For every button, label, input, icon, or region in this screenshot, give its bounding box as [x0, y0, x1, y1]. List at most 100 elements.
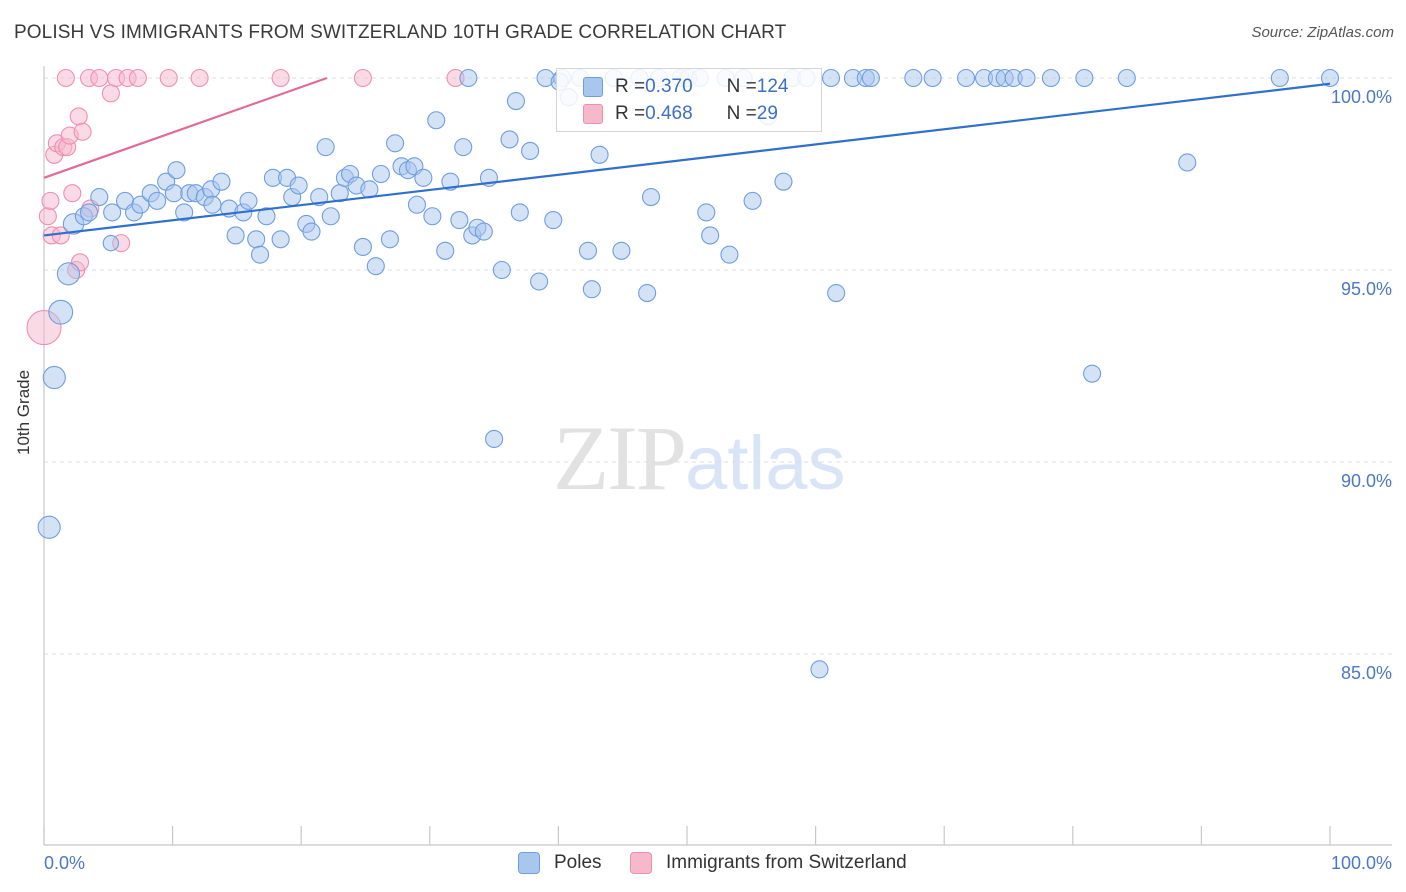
poles-point-106	[904, 68, 923, 88]
poles-point-85	[638, 283, 657, 303]
poles-point-57	[423, 207, 442, 226]
swiss-point-1	[38, 207, 57, 226]
poles-point-51	[386, 134, 405, 153]
poles-point-18	[175, 203, 194, 222]
poles-swatch	[583, 77, 603, 97]
swiss-point-19	[101, 84, 120, 103]
poles-point-3	[56, 262, 81, 286]
poles-point-41	[321, 207, 340, 226]
poles-point-102	[827, 283, 846, 303]
poles-point-56	[414, 168, 433, 187]
poles-point-93	[720, 245, 739, 264]
swiss-point-14	[73, 122, 92, 141]
poles-point-86	[641, 187, 661, 207]
poles-point-50	[380, 230, 399, 249]
poles-point-39	[310, 187, 329, 207]
series-legend: Poles Immigrants from Switzerland	[0, 852, 1406, 878]
stats-legend: R = 0.370 N = 124 R = 0.468 N = 29	[556, 68, 822, 132]
swiss-point-24	[159, 68, 178, 88]
poles-point-62	[454, 138, 473, 157]
poles-point-31	[257, 207, 276, 226]
poles-point-12	[131, 195, 150, 214]
y-tick-label-100: 100.0%	[1331, 87, 1392, 107]
legend-poles-label: Poles	[554, 852, 602, 873]
poles-point-29	[247, 230, 266, 249]
watermark: ZIPatlas	[553, 405, 846, 511]
poles-r-label: R =	[615, 76, 646, 97]
poles-point-1	[42, 365, 66, 390]
poles-point-105	[861, 68, 880, 88]
chart-title: POLISH VS IMMIGRANTS FROM SWITZERLAND 10…	[14, 22, 787, 43]
poles-point-8	[103, 203, 122, 222]
poles-point-65	[474, 222, 493, 241]
poles-point-117	[1117, 68, 1136, 88]
poles-n-value: 124	[756, 76, 789, 97]
swiss-point-25	[190, 68, 209, 88]
poles-point-46	[353, 237, 372, 257]
poles-point-69	[500, 130, 519, 149]
poles-point-100	[810, 660, 829, 679]
poles-point-30	[250, 245, 270, 264]
poles-point-75	[544, 211, 563, 230]
swiss-trend-line	[43, 76, 328, 179]
legend-poles-swatch	[518, 852, 540, 874]
swiss-point-18	[90, 68, 109, 88]
poles-point-23	[203, 195, 222, 214]
swiss-point-2	[41, 191, 60, 210]
poles-trend-line	[43, 82, 1331, 237]
poles-point-28	[239, 191, 258, 210]
swiss-r-value: 0.468	[645, 103, 693, 124]
poles-point-90	[697, 203, 716, 222]
poles-point-58	[427, 111, 446, 130]
poles-point-80	[582, 280, 601, 299]
poles-point-49	[371, 164, 390, 184]
poles-point-118	[1178, 153, 1197, 172]
poles-point-26	[226, 226, 245, 245]
poles-point-36	[289, 176, 308, 195]
legend-swiss-swatch	[630, 852, 652, 874]
poles-point-17	[167, 161, 186, 180]
poles-point-122	[459, 68, 478, 88]
poles-point-79	[578, 241, 598, 260]
swiss-point-16	[56, 68, 75, 88]
swiss-swatch	[583, 104, 603, 124]
poles-point-24	[212, 172, 231, 191]
poles-point-9	[102, 234, 120, 252]
poles-n-label: N =	[726, 76, 757, 97]
poles-point-101	[821, 68, 841, 88]
swiss-point-23	[128, 68, 147, 88]
poles-point-16	[164, 184, 183, 203]
x-tick-label-min: 0.0%	[44, 853, 85, 873]
label-layer: 100.0% 95.0% 90.0% 85.0% 0.0% 100.0%	[44, 87, 1392, 873]
poles-point-2	[48, 299, 74, 325]
poles-point-116	[1083, 364, 1102, 383]
poles-point-33	[271, 230, 290, 249]
y-tick-label-90: 90.0%	[1341, 471, 1392, 491]
poles-point-14	[148, 191, 167, 210]
swiss-point-26	[271, 68, 290, 88]
swiss-point-27	[353, 68, 372, 88]
poles-point-55	[407, 195, 426, 214]
source-label: Source: ZipAtlas.com	[1251, 24, 1394, 41]
poles-point-113	[1017, 68, 1036, 88]
legend-item-swiss: Immigrants from Switzerland	[630, 852, 907, 874]
swiss-r-label: R =	[615, 103, 646, 124]
poles-r-value: 0.370	[645, 76, 693, 97]
swiss-point-12	[69, 107, 88, 126]
legend-item-poles: Poles	[518, 852, 602, 874]
points-layer	[26, 68, 1340, 679]
poles-point-48	[366, 257, 385, 276]
poles-point-70	[506, 91, 526, 111]
swiss-n-value: 29	[756, 103, 778, 124]
legend-swiss-label: Immigrants from Switzerland	[666, 852, 907, 873]
poles-point-6	[79, 203, 99, 222]
poles-point-59	[436, 241, 455, 260]
x-tick-label-max: 100.0%	[1331, 853, 1392, 873]
legend-row-poles: R = 0.370 N = 124	[583, 74, 788, 100]
poles-point-38	[302, 222, 321, 241]
poles-point-67	[485, 429, 504, 449]
poles-point-71	[510, 203, 529, 222]
poles-point-107	[923, 68, 942, 88]
poles-point-91	[701, 226, 720, 245]
poles-point-68	[492, 260, 511, 280]
